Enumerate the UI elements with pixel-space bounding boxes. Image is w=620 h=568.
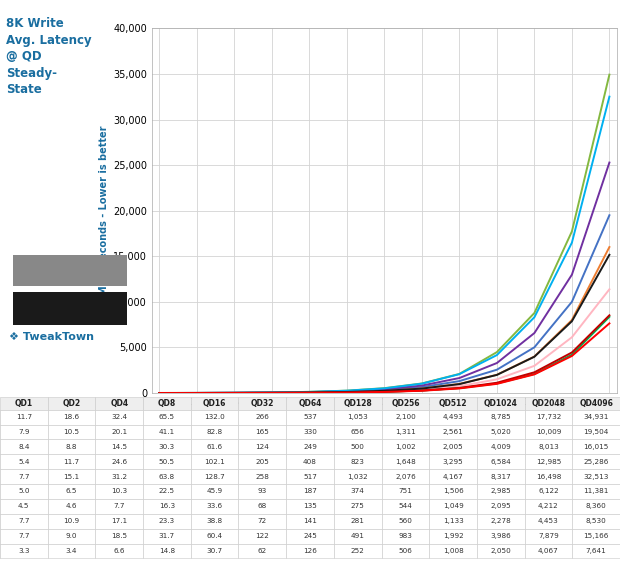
- Y-axis label: Microseconds - Lower is better: Microseconds - Lower is better: [99, 126, 109, 295]
- Text: 8K Write
Avg. Latency
@ QD
Steady-
State: 8K Write Avg. Latency @ QD Steady- State: [6, 17, 92, 96]
- Text: ❖ TweakTown: ❖ TweakTown: [9, 332, 94, 343]
- Bar: [13, 292, 126, 325]
- Bar: [13, 256, 126, 286]
